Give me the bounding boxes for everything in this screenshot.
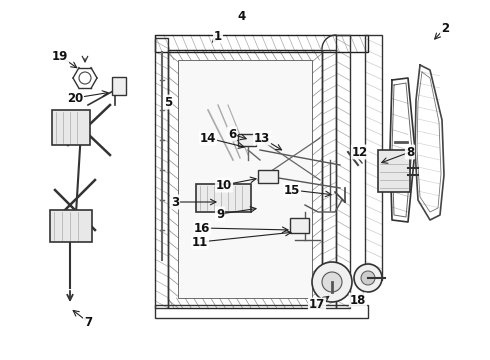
Text: 18: 18: [350, 293, 366, 306]
Text: 12: 12: [352, 145, 368, 158]
Text: 11: 11: [192, 235, 208, 248]
Text: 10: 10: [216, 179, 232, 192]
Text: 7: 7: [84, 315, 92, 328]
Text: 4: 4: [238, 9, 246, 23]
Text: 16: 16: [194, 221, 210, 234]
Text: 9: 9: [216, 207, 224, 220]
Bar: [178, 60, 312, 298]
Text: 15: 15: [284, 184, 300, 197]
Text: 2: 2: [441, 22, 449, 35]
Text: 19: 19: [52, 50, 68, 63]
Text: 3: 3: [171, 195, 179, 208]
Bar: [52, 110, 90, 145]
FancyBboxPatch shape: [290, 217, 309, 233]
Bar: [155, 35, 368, 52]
Text: 6: 6: [228, 127, 236, 140]
Bar: [336, 35, 350, 308]
Bar: [322, 50, 336, 308]
Bar: [365, 35, 382, 280]
Bar: [258, 170, 278, 183]
Bar: [155, 38, 168, 308]
Text: 5: 5: [164, 95, 172, 108]
Text: 13: 13: [254, 131, 270, 144]
Text: 8: 8: [406, 145, 414, 158]
Circle shape: [354, 264, 382, 292]
Bar: [50, 210, 92, 242]
Bar: [378, 150, 410, 192]
Circle shape: [361, 271, 375, 285]
Circle shape: [322, 272, 342, 292]
Text: 14: 14: [200, 131, 216, 144]
Circle shape: [79, 72, 91, 84]
Bar: [196, 184, 251, 212]
Bar: [238, 134, 256, 146]
Text: 20: 20: [67, 91, 83, 104]
Circle shape: [312, 262, 352, 302]
Bar: [155, 305, 368, 318]
Text: 1: 1: [214, 30, 222, 42]
Text: 17: 17: [309, 298, 325, 311]
Bar: [112, 77, 126, 95]
